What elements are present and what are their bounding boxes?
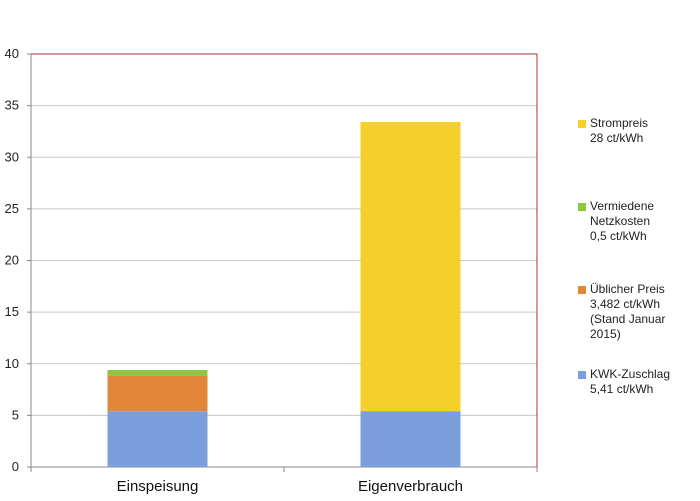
x-category-label: Eigenverbrauch (358, 478, 463, 495)
legend-label-ueblicher-preis: Üblicher Preis 3,482 ct/kWh (Stand Janua… (590, 282, 666, 341)
bars (107, 122, 461, 467)
y-tick-label: 25 (5, 201, 19, 216)
legend-swatch-vermiedene-netzkosten (578, 203, 586, 211)
bar-segment-eigenverbrauch-4 (360, 122, 461, 412)
legend-label-kwk-zuschlag: KWK-Zuschlag 5,41 ct/kWh (590, 367, 671, 396)
y-tick-label: 20 (5, 253, 19, 268)
legend-swatch-ueblicher-preis (578, 286, 586, 294)
gridlines (31, 105, 537, 416)
legend-item-vermiedene-netzkosten: Vermiedene Netzkosten 0,5 ct/kWh (578, 199, 654, 244)
y-tick-label: 10 (5, 356, 19, 371)
bar-segment-einspeisung-2 (107, 375, 208, 412)
x-category-label: Einspeisung (117, 478, 199, 495)
legend-label-vermiedene-netzkosten: Vermiedene Netzkosten 0,5 ct/kWh (590, 199, 655, 243)
y-tick-labels: 0 5 10 15 20 25 30 35 40 (5, 46, 19, 474)
bar-segment-einspeisung-1 (107, 411, 208, 467)
y-tick-label: 5 (12, 407, 19, 422)
legend-label-strompreis: Strompreis 28 ct/kWh (590, 116, 649, 145)
y-tick-label: 0 (12, 459, 19, 474)
bar-segment-einspeisung-3 (107, 370, 208, 376)
legend-swatch-strompreis (578, 120, 586, 128)
y-tick-label: 30 (5, 149, 19, 164)
legend-item-kwk-zuschlag: KWK-Zuschlag 5,41 ct/kWh (578, 367, 670, 397)
y-tick-label: 35 (5, 98, 19, 113)
legend-swatch-kwk-zuschlag (578, 371, 586, 379)
x-category-labels: Einspeisung Eigenverbrauch (117, 478, 463, 495)
y-tick-label: 40 (5, 46, 19, 61)
bar-segment-eigenverbrauch-1 (360, 411, 461, 467)
legend-item-ueblicher-preis: Üblicher Preis 3,482 ct/kWh (Stand Janua… (578, 282, 665, 342)
legend-item-strompreis: Strompreis 28 ct/kWh (578, 116, 648, 146)
y-tick-label: 15 (5, 304, 19, 319)
